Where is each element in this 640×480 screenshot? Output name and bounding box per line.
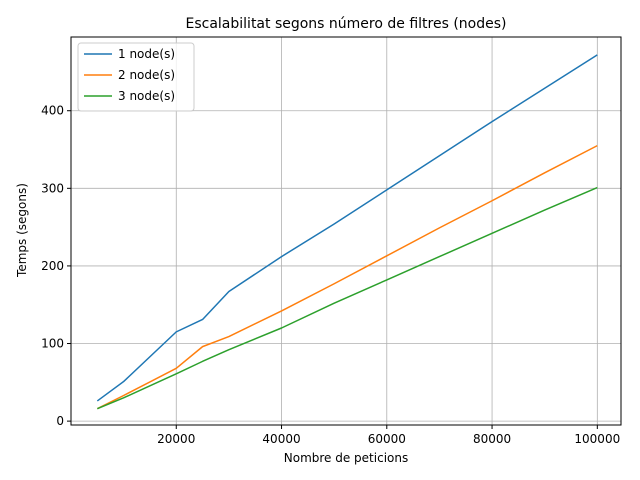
x-tick-label: 40000 (262, 432, 300, 446)
y-tick-label: 400 (41, 104, 64, 118)
x-tick-label: 60000 (368, 432, 406, 446)
x-tick-label: 20000 (157, 432, 195, 446)
x-tick-label: 80000 (473, 432, 511, 446)
series-line-2 (96, 144, 598, 410)
legend-box (77, 42, 195, 112)
series-line-1 (96, 54, 598, 402)
series-line-3 (97, 186, 598, 410)
plot-frame (70, 36, 622, 426)
legend-label-3: 3 node(s) (118, 89, 175, 103)
x-tick-label: 100000 (574, 432, 620, 446)
series-lines (96, 54, 598, 410)
legend: 1 node(s) 2 node(s) 3 node(s) (77, 42, 195, 112)
y-axis-label: Temps (segons) (15, 183, 29, 278)
legend-label-1: 1 node(s) (118, 47, 175, 61)
grid-lines (71, 37, 621, 425)
x-axis-label: Nombre de peticions (284, 451, 408, 465)
y-tick-label: 100 (41, 337, 64, 351)
x-axis-ticks: 20000 40000 60000 80000 100000 (157, 425, 620, 446)
y-tick-label: 0 (56, 414, 64, 428)
y-tick-label: 200 (41, 259, 64, 273)
y-tick-label: 300 (41, 181, 64, 195)
chart-title: Escalabilitat segons número de filtres (… (186, 16, 507, 32)
legend-label-2: 2 node(s) (118, 68, 175, 82)
y-axis-ticks: 0 100 200 300 400 (41, 104, 71, 428)
